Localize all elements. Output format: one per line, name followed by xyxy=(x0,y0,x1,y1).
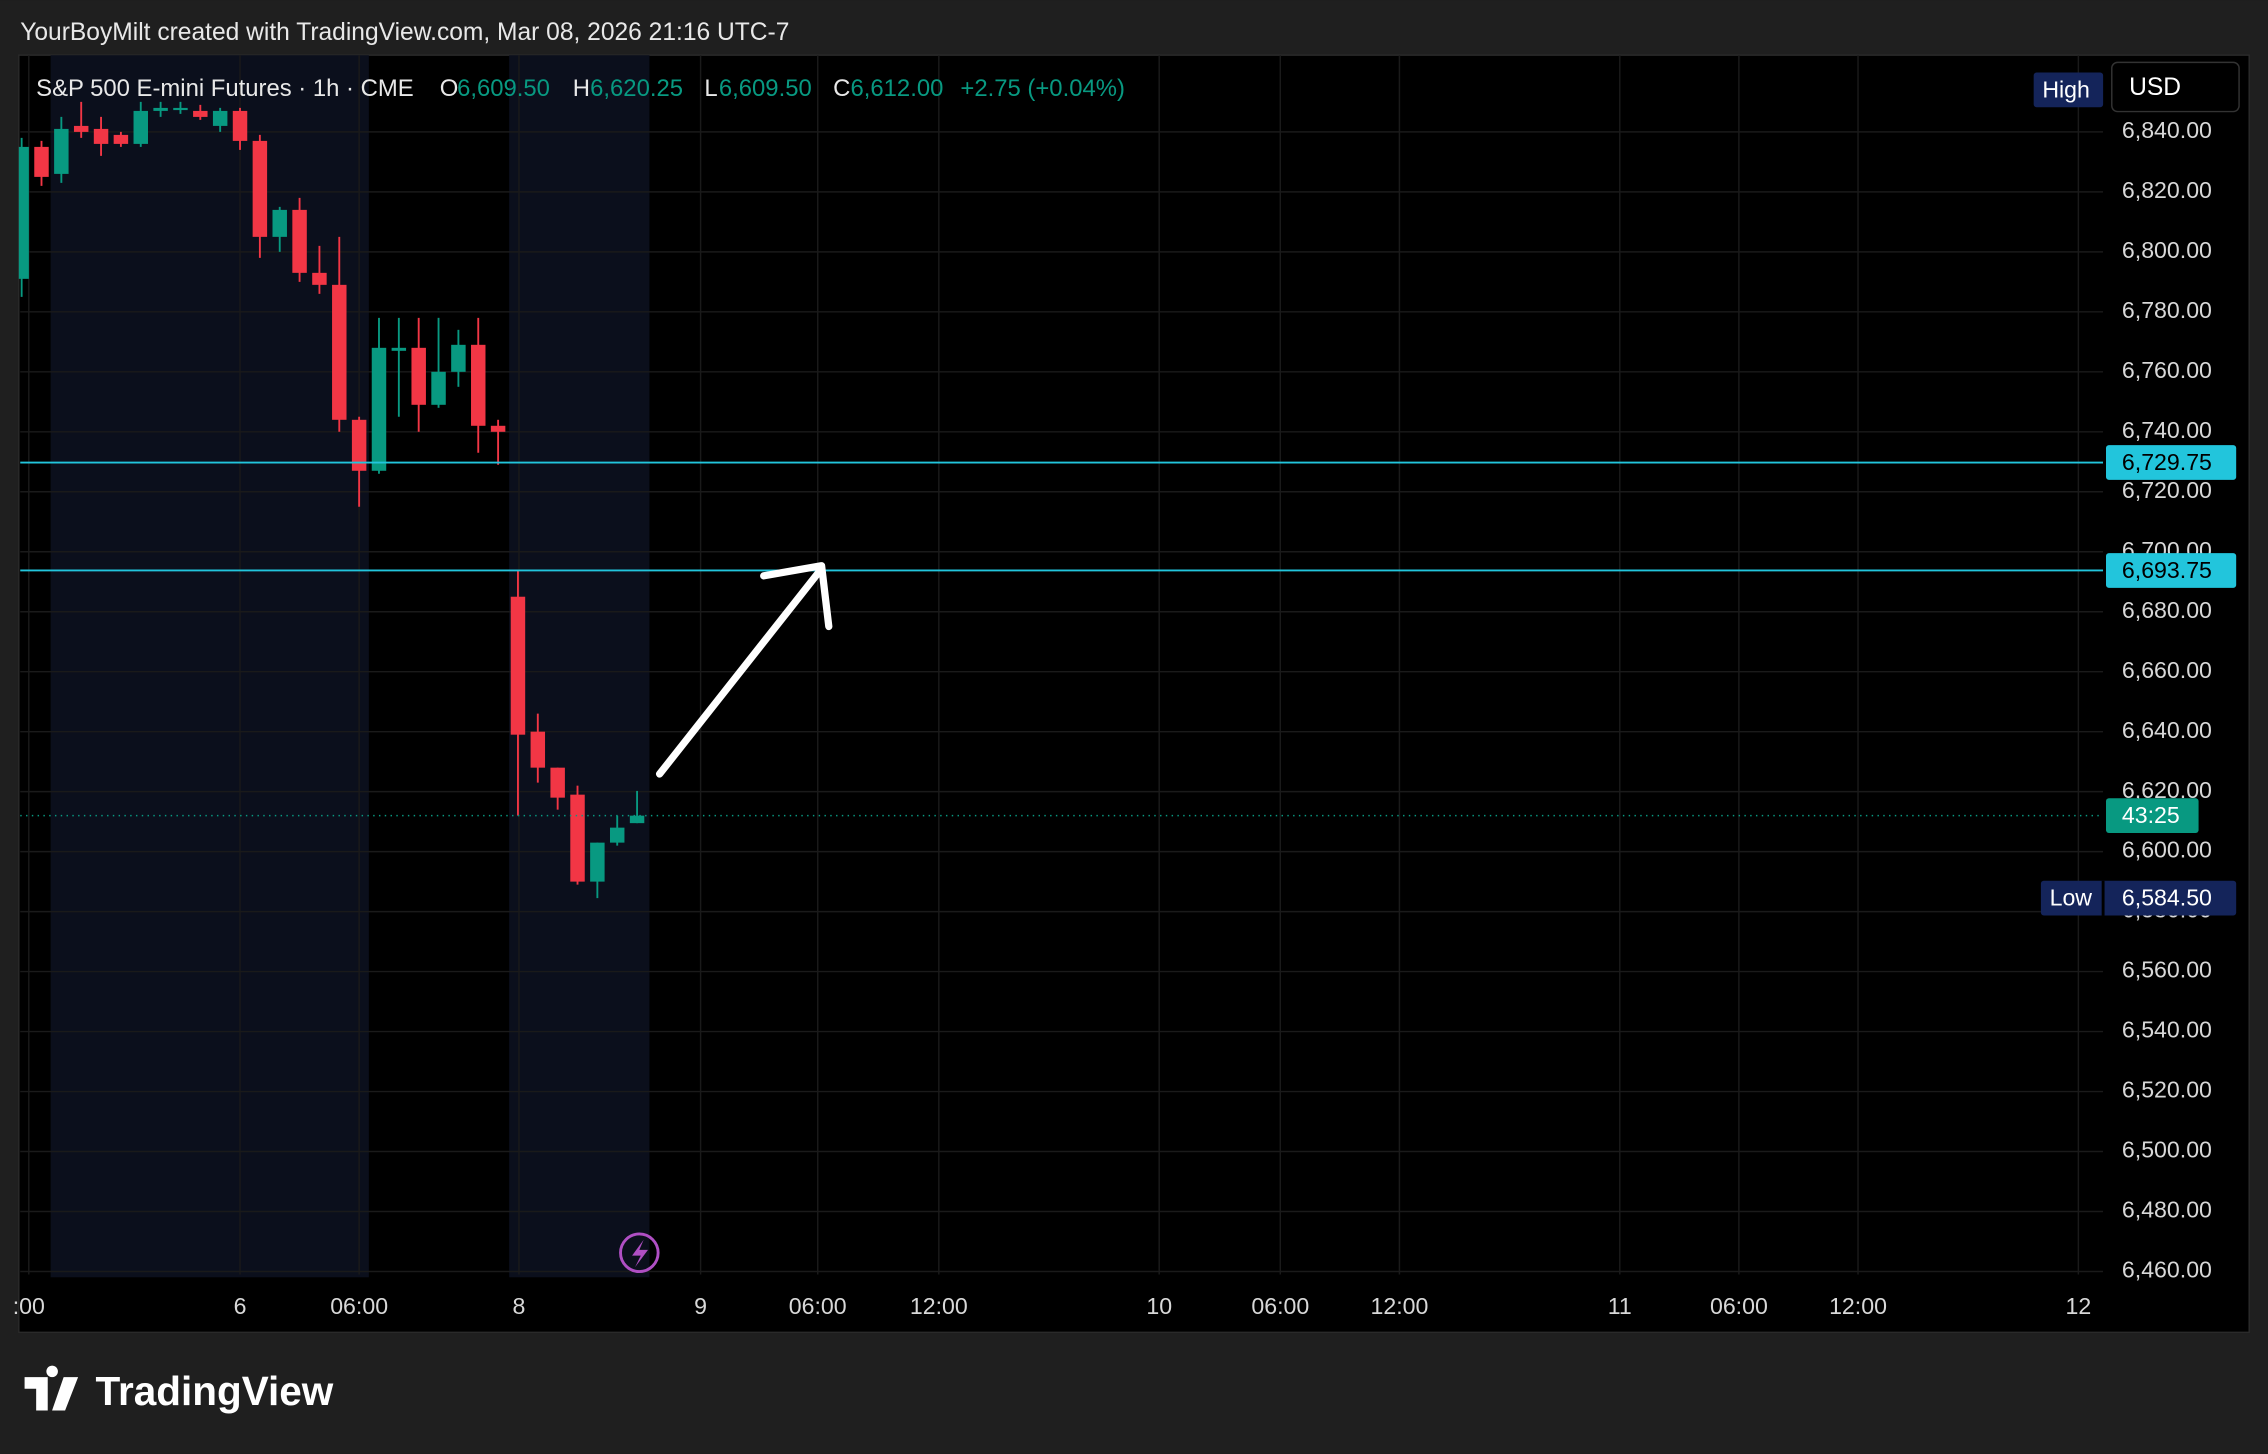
candle-body xyxy=(590,842,605,882)
candle-body xyxy=(371,347,387,471)
candle-body xyxy=(93,128,109,144)
candle-body xyxy=(133,110,148,144)
y-tick-label: 6,720.00 xyxy=(2122,477,2212,503)
y-tick-label: 6,520.00 xyxy=(2122,1077,2212,1103)
currency-box[interactable] xyxy=(2111,61,2240,113)
logo-text: TradingView xyxy=(95,1368,333,1414)
caption: YourBoyMilt created with TradingView.com… xyxy=(20,19,789,46)
x-tick-label: 8 xyxy=(513,1293,526,1319)
candle-body xyxy=(272,209,287,237)
x-tick-label: 06:00 xyxy=(1251,1293,1309,1319)
candle-body xyxy=(54,128,69,174)
legend-value: 6,620.25 xyxy=(590,75,683,102)
candle-body xyxy=(490,425,506,432)
low-value: 6,584.50 xyxy=(2122,885,2212,911)
candle-body xyxy=(510,596,526,735)
x-tick-label: 11 xyxy=(1608,1293,1632,1319)
candle-body xyxy=(570,794,585,882)
y-tick-label: 6,560.00 xyxy=(2122,957,2212,983)
x-tick-label: 6 xyxy=(234,1293,247,1319)
candle-body xyxy=(193,110,208,117)
candle-body xyxy=(73,125,89,132)
y-tick-label: 6,780.00 xyxy=(2122,297,2212,323)
y-tick-label: 6,820.00 xyxy=(2122,177,2212,203)
legend-key: L xyxy=(704,75,717,102)
y-tick-label: 6,840.00 xyxy=(2122,117,2212,143)
event-icon[interactable] xyxy=(619,1232,660,1274)
legend-value: 6,612.00 xyxy=(851,75,944,102)
candle-body xyxy=(18,146,29,279)
y-tick-label: 6,680.00 xyxy=(2122,597,2212,623)
logo: TradingView xyxy=(24,1365,334,1414)
low-label: Low xyxy=(2050,885,2093,911)
session-shade xyxy=(509,55,650,1278)
countdown-badge xyxy=(2106,798,2199,834)
currency: USD xyxy=(2129,74,2181,101)
logo-mark xyxy=(24,1365,79,1411)
candle-body xyxy=(332,284,347,420)
chart-panel xyxy=(18,54,2250,1334)
x-tick-label: 10 xyxy=(1146,1293,1172,1319)
legend-title: S&P 500 E-mini Futures · 1h · CME xyxy=(36,75,413,102)
candle-body xyxy=(451,344,466,372)
candle-body xyxy=(212,110,228,126)
legend-value: 6,609.50 xyxy=(719,75,812,102)
x-tick-label: 12:00 xyxy=(910,1293,968,1319)
session-shade xyxy=(50,55,369,1278)
candle-body xyxy=(153,107,168,111)
y-tick-label: 6,600.00 xyxy=(2122,837,2212,863)
candle-body xyxy=(34,146,49,177)
y-tick-label: 6,500.00 xyxy=(2122,1137,2212,1163)
candle-body xyxy=(232,110,248,141)
countdown: 43:25 xyxy=(2122,802,2180,828)
legend-value: 6,609.50 xyxy=(457,75,550,102)
level-label: 6,693.75 xyxy=(2122,557,2212,583)
x-tick-label: :00 xyxy=(13,1293,45,1319)
x-tick-label: 06:00 xyxy=(789,1293,847,1319)
candle-body xyxy=(252,140,268,237)
legend-key: H xyxy=(573,75,590,102)
candle-body xyxy=(411,347,426,405)
legend-key: C xyxy=(833,75,850,102)
event-icon-bolt xyxy=(632,1239,648,1268)
low-badge xyxy=(2040,880,2237,916)
level-label: 6,729.75 xyxy=(2122,449,2212,475)
x-tick-label: 9 xyxy=(694,1293,707,1319)
y-tick-label: 6,800.00 xyxy=(2122,237,2212,263)
x-tick-label: 12:00 xyxy=(1829,1293,1887,1319)
candle-body xyxy=(550,767,565,798)
candle-body xyxy=(609,827,625,843)
legend-change: +2.75 (+0.04%) xyxy=(960,75,1124,102)
candle-body xyxy=(431,371,446,405)
x-tick-label: 12:00 xyxy=(1370,1293,1428,1319)
legend-key: O xyxy=(440,75,459,102)
candle-body xyxy=(629,815,645,824)
candle-body xyxy=(173,107,188,111)
candle-body xyxy=(471,344,486,426)
high-badge xyxy=(2033,72,2104,108)
candle-body xyxy=(391,347,407,351)
x-tick-label: 12 xyxy=(2066,1293,2092,1319)
y-tick-label: 6,740.00 xyxy=(2122,417,2212,443)
x-tick-label: 06:00 xyxy=(330,1293,388,1319)
candle-body xyxy=(312,272,327,285)
candle-body xyxy=(351,419,367,471)
level-badge xyxy=(2106,553,2237,588)
candle-body xyxy=(530,731,546,768)
y-tick-label: 6,660.00 xyxy=(2122,657,2212,683)
y-tick-label: 6,480.00 xyxy=(2122,1197,2212,1223)
y-tick-label: 6,640.00 xyxy=(2122,717,2212,743)
high-label: High xyxy=(2042,76,2090,102)
candle-body xyxy=(113,134,129,144)
candle-body xyxy=(292,209,307,273)
level-badge xyxy=(2106,445,2237,480)
y-tick-label: 6,540.00 xyxy=(2122,1017,2212,1043)
annotation-arrow xyxy=(655,562,833,778)
x-tick-label: 06:00 xyxy=(1710,1293,1768,1319)
y-tick-label: 6,460.00 xyxy=(2122,1257,2212,1283)
y-tick-label: 6,760.00 xyxy=(2122,357,2212,383)
